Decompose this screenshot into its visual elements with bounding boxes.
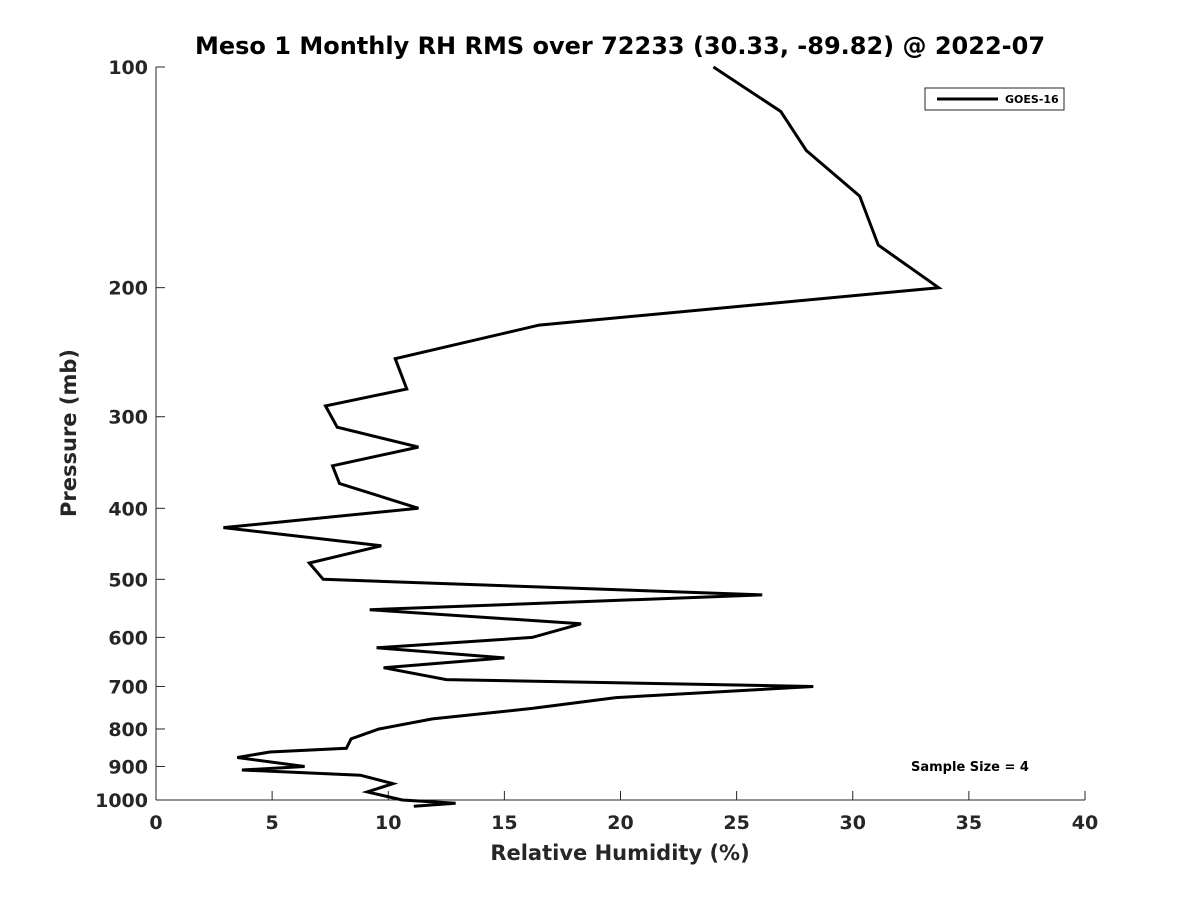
series-group bbox=[223, 65, 943, 808]
y-tick-label: 500 bbox=[108, 569, 148, 591]
y-tick-label: 1000 bbox=[95, 790, 148, 812]
legend-label-goes-16: GOES-16 bbox=[1005, 93, 1059, 106]
y-ticks: 100 200 300 400 500 600 700 800 900 1000 bbox=[95, 57, 165, 812]
y-tick-label: 400 bbox=[108, 498, 148, 520]
y-axis-label: Pressure (mb) bbox=[57, 349, 81, 517]
legend: GOES-16 bbox=[924, 87, 1065, 111]
x-ticks: 0 5 10 15 20 25 30 35 40 bbox=[149, 791, 1098, 834]
y-tick-label: 300 bbox=[108, 407, 148, 429]
y-tick-label: 600 bbox=[108, 627, 148, 649]
y-tick-label: 800 bbox=[108, 719, 148, 741]
y-tick-label: 100 bbox=[108, 57, 148, 79]
x-tick-label: 30 bbox=[840, 812, 866, 834]
x-axis-label: Relative Humidity (%) bbox=[490, 841, 749, 865]
x-tick-label: 35 bbox=[956, 812, 982, 834]
sample-size-annotation: Sample Size = 4 bbox=[911, 760, 1029, 775]
x-tick-label: 0 bbox=[149, 812, 162, 834]
x-tick-label: 20 bbox=[607, 812, 633, 834]
y-tick-label: 700 bbox=[108, 676, 148, 698]
x-tick-label: 5 bbox=[266, 812, 279, 834]
series-line-goes-16 bbox=[223, 65, 943, 808]
x-tick-label: 25 bbox=[723, 812, 749, 834]
x-tick-label: 15 bbox=[491, 812, 517, 834]
y-tick-label: 900 bbox=[108, 756, 148, 778]
x-tick-label: 10 bbox=[375, 812, 401, 834]
plot-area bbox=[156, 67, 1085, 800]
x-tick-label: 40 bbox=[1072, 812, 1098, 834]
chart-title: Meso 1 Monthly RH RMS over 72233 (30.33,… bbox=[195, 32, 1045, 60]
y-tick-label: 200 bbox=[108, 278, 148, 300]
